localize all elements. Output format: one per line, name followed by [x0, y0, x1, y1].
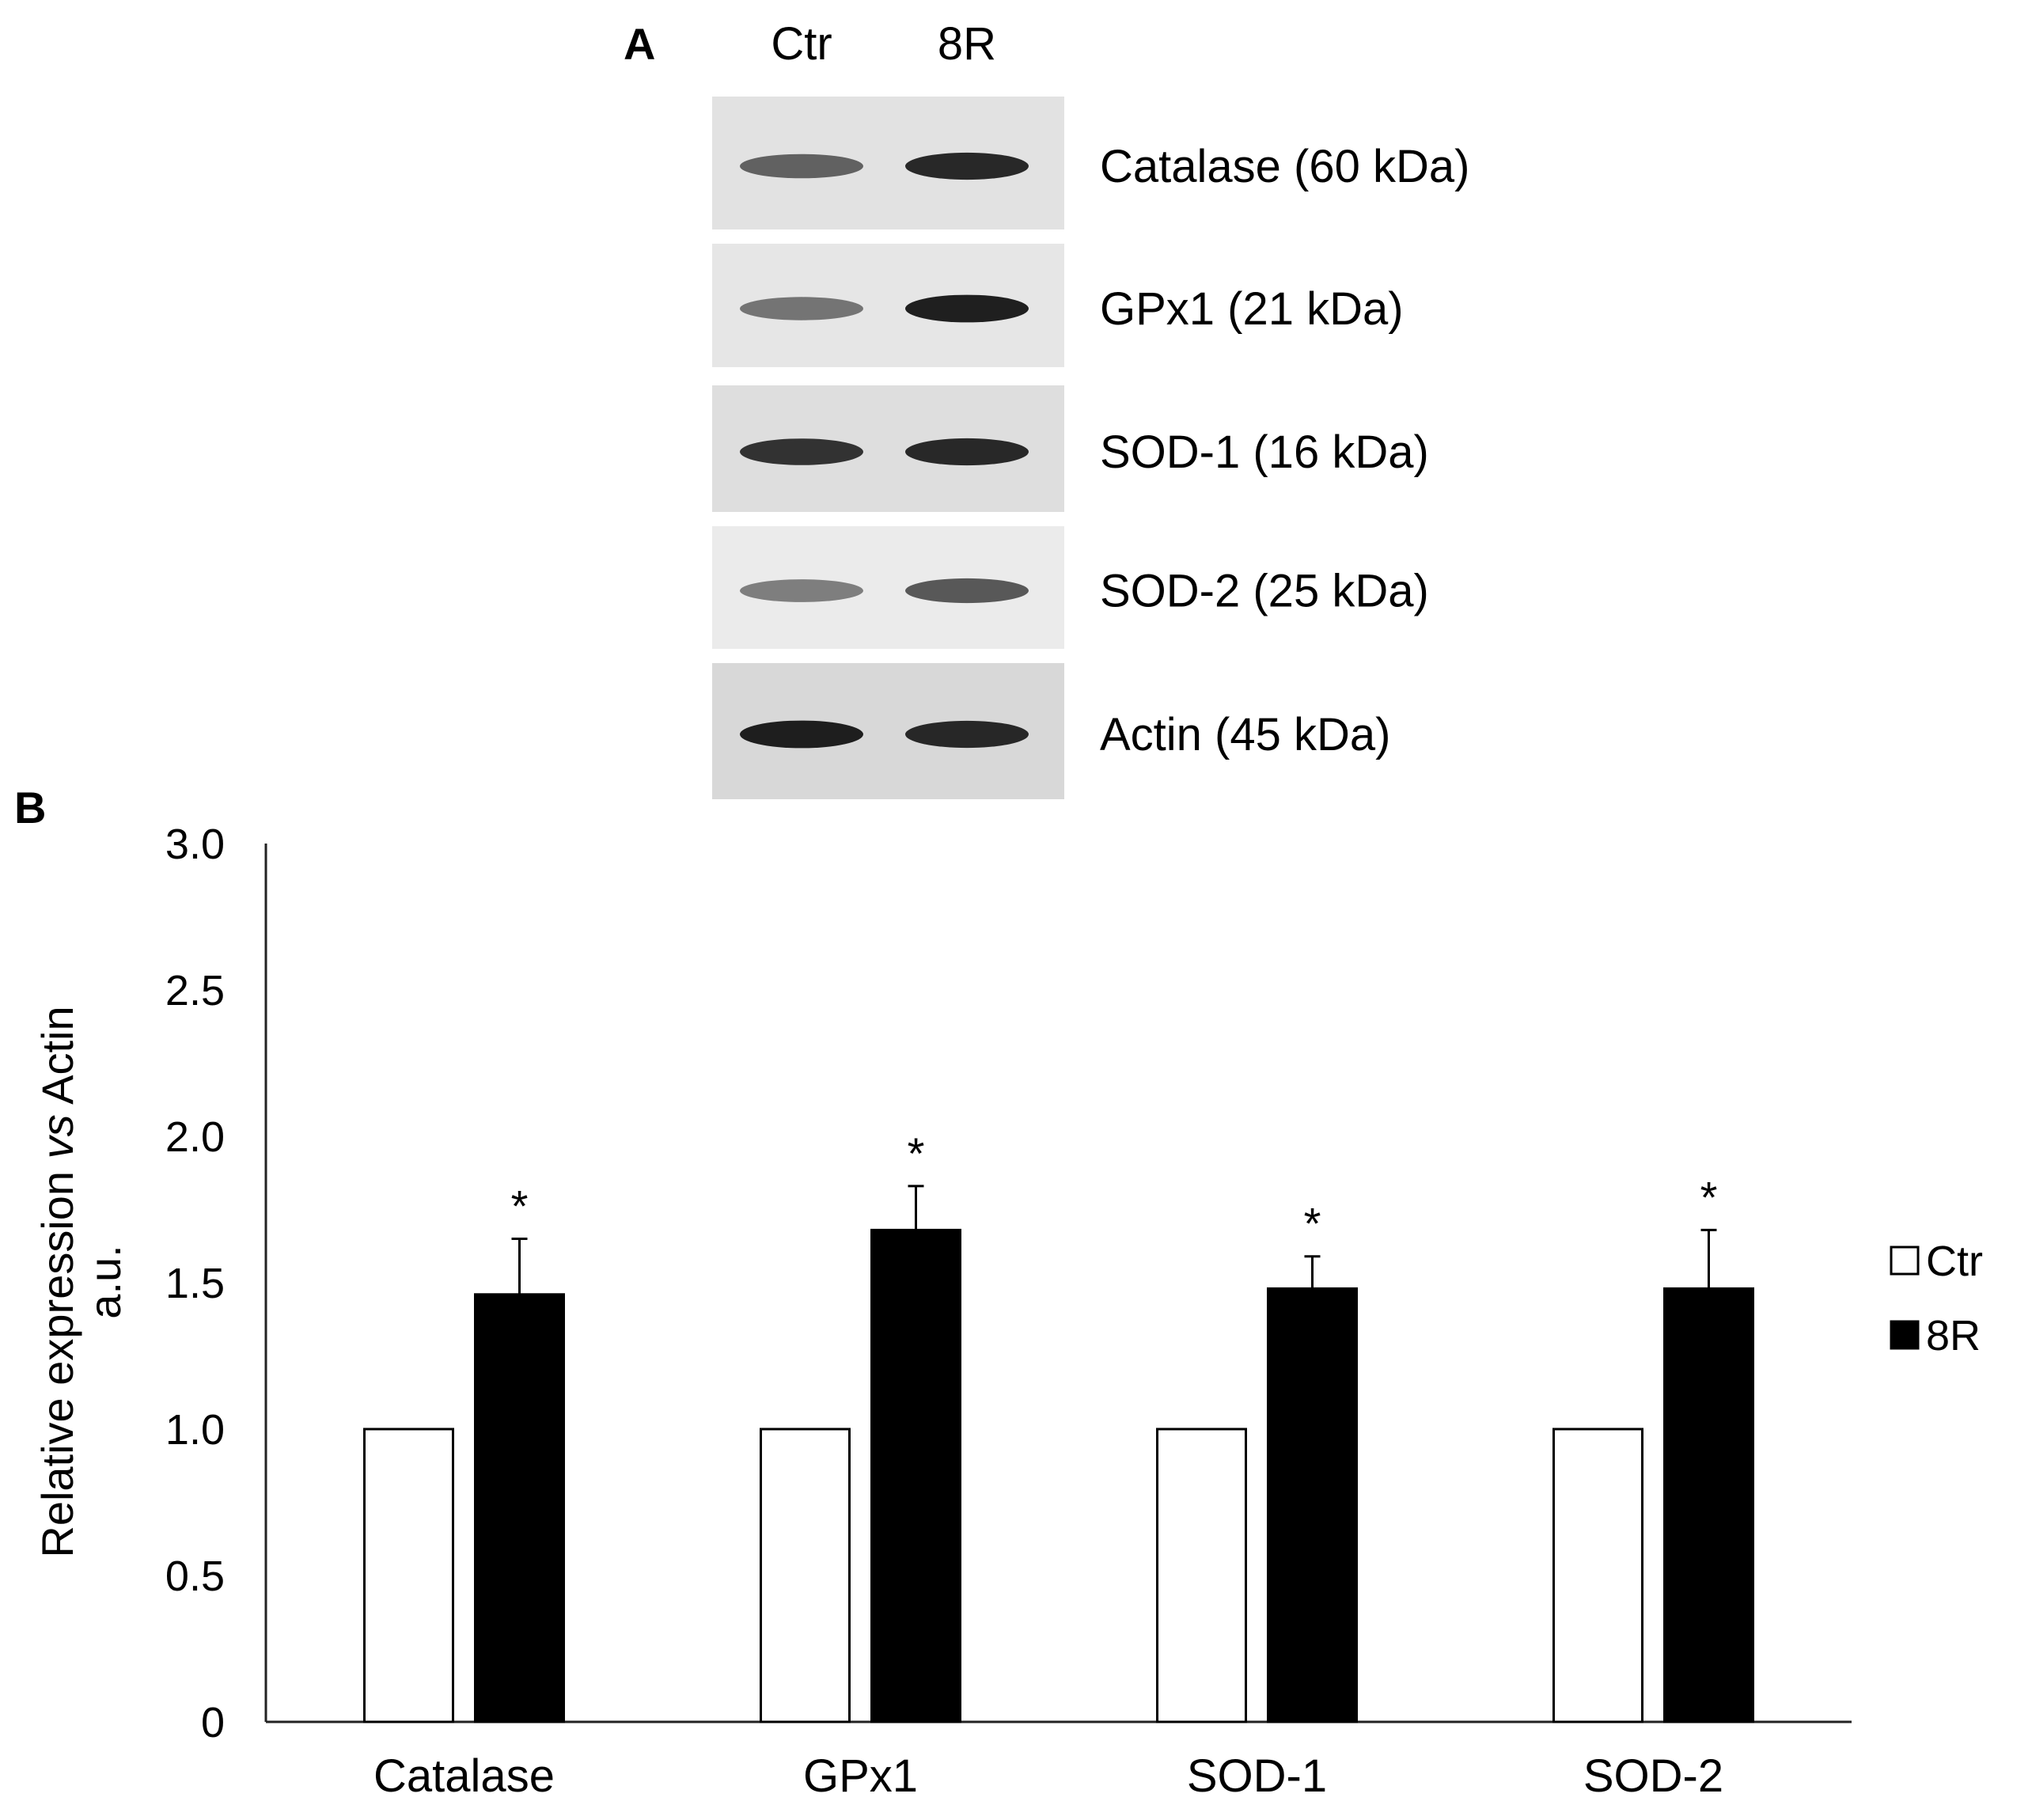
y-axis-label: Relative expression vs Actin [32, 1006, 82, 1557]
western-blot-panel: Catalase (60 kDa) GPx1 (21 kDa) SOD-1 (16 … [712, 97, 1469, 799]
panel-a-letter: A [624, 19, 655, 69]
x-category-label: SOD-1 [1187, 1750, 1327, 1802]
bar-8r-catalase [474, 1293, 565, 1723]
blot-label: SOD-1 (16 kDa) [1100, 427, 1429, 478]
bar-8r-sod-1 [1267, 1287, 1358, 1723]
significance-marker: * [511, 1181, 529, 1231]
blot-band [740, 154, 863, 179]
significance-marker: * [1700, 1172, 1718, 1222]
bar-chart: 0 0.5 1.0 1.5 2.0 2.5 3.0 Relative expression v… [32, 821, 1852, 1802]
x-category-label: Catalase [373, 1750, 555, 1802]
legend-label-8r: 8R [1926, 1312, 1981, 1359]
blot-label: Actin (45 kDa) [1100, 709, 1390, 760]
y-tick-label: 1.5 [165, 1260, 225, 1307]
lane-label-8r: 8R [938, 18, 996, 70]
y-tick-label: 1.0 [165, 1406, 225, 1454]
blot-band [740, 720, 863, 749]
bar-8r-gpx1 [870, 1228, 961, 1723]
x-category-label: GPx1 [803, 1750, 918, 1802]
blot-label: Catalase (60 kDa) [1100, 141, 1469, 192]
blot-band [740, 438, 863, 465]
y-axis-label-units: a.u. [80, 1245, 130, 1318]
blot-band [905, 720, 1029, 749]
legend: Ctr 8R [1890, 1238, 1983, 1359]
blot-band [740, 297, 863, 320]
blot-band [905, 294, 1029, 323]
blot-strip: Catalase (60 kDa) [712, 97, 1469, 229]
y-tick-label: 0.5 [165, 1553, 225, 1600]
legend-label-ctr: Ctr [1926, 1238, 1983, 1285]
bar-ctr-sod-2 [1552, 1428, 1643, 1723]
bar-ctr-sod-1 [1156, 1428, 1247, 1723]
blot-strip: GPx1 (21 kDa) [712, 244, 1404, 367]
blot-strip: SOD-1 (16 kDa) [712, 385, 1429, 512]
x-category-label: SOD-2 [1583, 1750, 1723, 1802]
blot-band [905, 152, 1029, 180]
blot-label: GPx1 (21 kDa) [1100, 283, 1404, 335]
blot-label: SOD-2 (25 kDa) [1100, 566, 1429, 617]
y-tick-label: 3.0 [165, 821, 225, 868]
lane-label-ctr: Ctr [771, 18, 832, 70]
blot-band [740, 579, 863, 602]
legend-swatch-ctr [1890, 1246, 1920, 1276]
blot-band [905, 578, 1029, 604]
significance-marker: * [1304, 1199, 1321, 1249]
bar-ctr-catalase [363, 1428, 454, 1723]
panel-b-letter: B [14, 783, 46, 832]
legend-swatch-8r [1890, 1320, 1920, 1350]
y-tick-label: 2.5 [165, 967, 225, 1014]
y-tick-label: 0 [201, 1699, 225, 1746]
bar-8r-sod-2 [1663, 1287, 1754, 1723]
blot-strip: Actin (45 kDa) [712, 663, 1390, 799]
blot-band [905, 438, 1029, 466]
blot-strip: SOD-2 (25 kDa) [712, 526, 1429, 649]
bar-ctr-gpx1 [760, 1428, 851, 1723]
y-tick-label: 2.0 [165, 1113, 225, 1161]
significance-marker: * [908, 1128, 925, 1178]
